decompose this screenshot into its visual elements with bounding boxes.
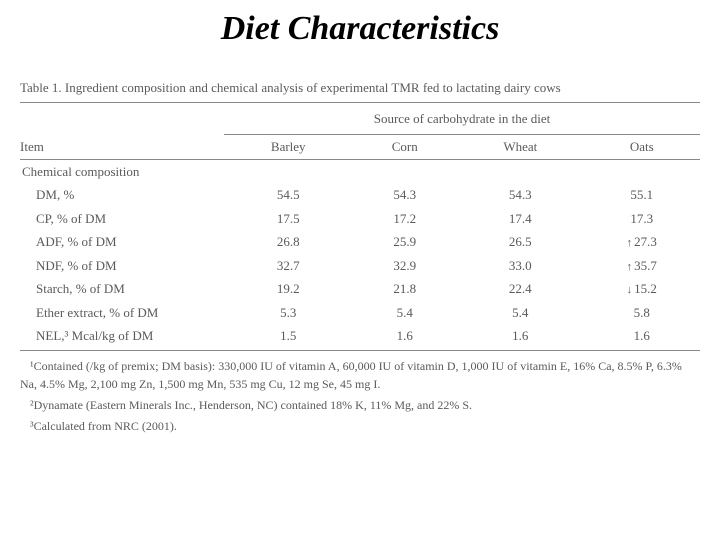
- cell: 5.4: [457, 301, 583, 325]
- row-label: NEL,³ Mcal/kg of DM: [20, 324, 224, 348]
- table-row: Ether extract, % of DM 5.3 5.4 5.4 5.8: [20, 301, 700, 325]
- rule-bottom: [20, 350, 700, 351]
- row-label: NDF, % of DM: [20, 254, 224, 278]
- down-arrow-icon: ↓: [627, 284, 633, 296]
- rule-top: [20, 102, 700, 103]
- table-row: NDF, % of DM 32.7 32.9 33.0 ↑35.7: [20, 254, 700, 278]
- up-arrow-icon: ↑: [627, 237, 633, 249]
- cell: 1.6: [584, 324, 700, 348]
- cell: 1.6: [352, 324, 457, 348]
- cell: 54.3: [457, 183, 583, 207]
- cell: ↓15.2: [584, 277, 700, 301]
- cell: 55.1: [584, 183, 700, 207]
- cell: 32.7: [224, 254, 352, 278]
- cell: 19.2: [224, 277, 352, 301]
- table-container: Table 1. Ingredient composition and chem…: [20, 78, 700, 435]
- page-title: Diet Characteristics: [20, 10, 700, 48]
- cell: 22.4: [457, 277, 583, 301]
- footnote-2: ²Dynamate (Eastern Minerals Inc., Hender…: [20, 396, 700, 414]
- cell: 54.3: [352, 183, 457, 207]
- cell: 17.3: [584, 207, 700, 231]
- col-wheat: Wheat: [457, 135, 583, 159]
- cell: ↑27.3: [584, 230, 700, 254]
- data-table: Source of carbohydrate in the diet Item …: [20, 105, 700, 348]
- cell: 25.9: [352, 230, 457, 254]
- row-label: ADF, % of DM: [20, 230, 224, 254]
- up-arrow-icon: ↑: [627, 261, 633, 273]
- row-label: Starch, % of DM: [20, 277, 224, 301]
- cell: 1.6: [457, 324, 583, 348]
- col-oats: Oats: [584, 135, 700, 159]
- cell: 32.9: [352, 254, 457, 278]
- cell: 17.4: [457, 207, 583, 231]
- table-caption: Table 1. Ingredient composition and chem…: [20, 78, 700, 98]
- table-row: ADF, % of DM 26.8 25.9 26.5 ↑27.3: [20, 230, 700, 254]
- section-label: Chemical composition: [20, 159, 700, 183]
- cell: 5.8: [584, 301, 700, 325]
- row-label: Ether extract, % of DM: [20, 301, 224, 325]
- spanner-row: Source of carbohydrate in the diet: [20, 105, 700, 131]
- table-row: NEL,³ Mcal/kg of DM 1.5 1.6 1.6 1.6: [20, 324, 700, 348]
- cell: 26.8: [224, 230, 352, 254]
- cell: 33.0: [457, 254, 583, 278]
- row-label: CP, % of DM: [20, 207, 224, 231]
- cell: 26.5: [457, 230, 583, 254]
- col-corn: Corn: [352, 135, 457, 159]
- cell: 54.5: [224, 183, 352, 207]
- cell: 1.5: [224, 324, 352, 348]
- table-row: CP, % of DM 17.5 17.2 17.4 17.3: [20, 207, 700, 231]
- footnotes: ¹Contained (/kg of premix; DM basis): 33…: [20, 357, 700, 435]
- cell: ↑35.7: [584, 254, 700, 278]
- table-row: DM, % 54.5 54.3 54.3 55.1: [20, 183, 700, 207]
- cell: 17.5: [224, 207, 352, 231]
- cell: 17.2: [352, 207, 457, 231]
- table-row: Starch, % of DM 19.2 21.8 22.4 ↓15.2: [20, 277, 700, 301]
- footnote-3: ³Calculated from NRC (2001).: [20, 417, 700, 435]
- col-barley: Barley: [224, 135, 352, 159]
- column-header-row: Item Barley Corn Wheat Oats: [20, 135, 700, 159]
- cell: 5.3: [224, 301, 352, 325]
- section-row: Chemical composition: [20, 159, 700, 183]
- cell: 5.4: [352, 301, 457, 325]
- footnote-1: ¹Contained (/kg of premix; DM basis): 33…: [20, 357, 700, 393]
- spanner-header: Source of carbohydrate in the diet: [224, 105, 700, 131]
- row-label: DM, %: [20, 183, 224, 207]
- cell: 21.8: [352, 277, 457, 301]
- col-item: Item: [20, 135, 224, 159]
